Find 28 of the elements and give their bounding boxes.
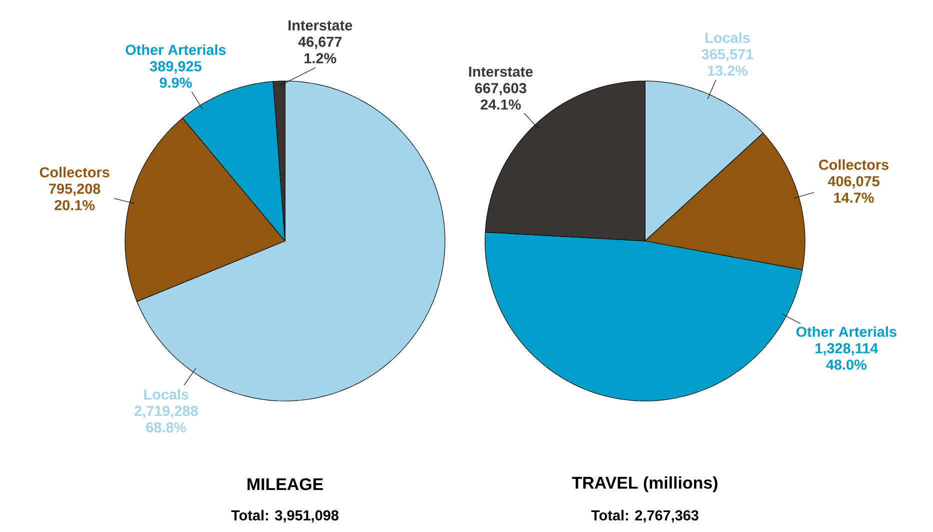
- data-label: 389,925: [150, 61, 202, 74]
- text: 20.1%: [54, 200, 95, 210]
- text: 24.1%: [480, 99, 521, 110]
- slice-label: Interstate: [469, 66, 533, 77]
- slice-label: Collectors: [819, 159, 888, 170]
- data-label: 795,208: [49, 184, 100, 196]
- text: MILEAGE: [248, 478, 323, 490]
- slice-label: Other Arterials: [796, 326, 896, 337]
- data-label: 2,719,288: [134, 406, 198, 418]
- text: 48.0%: [826, 360, 866, 370]
- slice-label: Interstate: [288, 20, 352, 30]
- text: 9.9%: [160, 78, 192, 88]
- text: 13.2%: [708, 66, 748, 76]
- text: 14.7%: [834, 192, 874, 203]
- slice-label: Locals: [144, 388, 188, 400]
- slice-label: Locals: [706, 32, 750, 43]
- data-label: 1,328,114: [816, 343, 878, 356]
- slice-label: Collectors: [40, 166, 110, 178]
- data-label: 46,677: [298, 36, 342, 50]
- data-label: 406,075: [828, 176, 880, 188]
- text: Total: 2,767,363: [591, 510, 698, 523]
- text: TRAVEL (millions): [572, 476, 718, 492]
- text: 1.2%: [304, 53, 336, 64]
- slice-label: Other Arterials: [126, 44, 226, 55]
- data-label: 667,603: [475, 83, 526, 96]
- data-label: 365,571: [702, 49, 754, 62]
- text: 68.8%: [146, 422, 186, 432]
- text: Total: 3,951,098: [231, 510, 338, 523]
